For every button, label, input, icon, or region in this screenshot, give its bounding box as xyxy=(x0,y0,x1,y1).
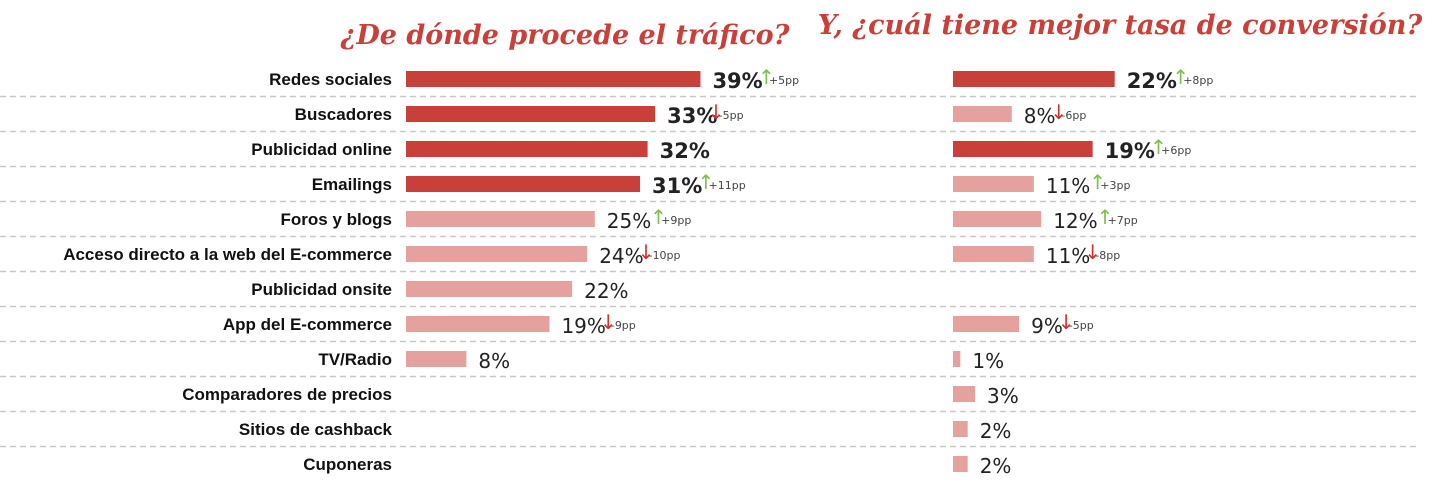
traffic-bar-foros-y-blogs xyxy=(406,211,595,227)
chart-title-conversion: Y, ¿cuál tiene mejor tasa de conversión? xyxy=(818,10,1424,41)
conversion-bar-publicidad-online xyxy=(953,141,1093,157)
category-label-publicidad-onsite: Publicidad onsite xyxy=(251,280,392,299)
traffic-change-label: +9pp xyxy=(661,214,691,227)
arrow-down-icon: ↓ xyxy=(1058,310,1075,334)
conversion-value-label: 2% xyxy=(980,454,1012,478)
traffic-bars: 39%↑+5pp33%↓-5pp32%31%↑+11pp25%↑+9pp24%↓… xyxy=(406,65,799,373)
traffic-bar-tv-radio xyxy=(406,351,467,367)
conversion-bar-app-del-e-commerce xyxy=(953,316,1020,332)
conversion-bar-sitios-de-cashback xyxy=(953,421,968,437)
chart-title-traffic: ¿De dónde procede el tráfico? xyxy=(340,20,791,51)
category-label-cuponeras: Cuponeras xyxy=(303,455,392,474)
row-separators xyxy=(0,95,1420,448)
arrow-up-icon: ↑ xyxy=(1150,135,1167,159)
conversion-value-label: 1% xyxy=(972,349,1004,373)
conversion-bars: 22%↑+8pp8%↓-6pp19%↑+6pp11%↑+3pp12%↑+7pp1… xyxy=(953,65,1213,478)
category-labels: Redes sociales Buscadores Publicidad onlin… xyxy=(63,70,392,474)
conversion-bar-emailings xyxy=(953,176,1034,192)
arrow-up-icon: ↑ xyxy=(650,205,667,229)
category-label-acceso-directo-a-la-web-del-e-commerce: Acceso directo a la web del E-commerce xyxy=(63,245,392,264)
traffic-value-label: 25% xyxy=(607,209,651,233)
arrow-down-icon: ↓ xyxy=(708,100,725,124)
conversion-change-label: +3pp xyxy=(1100,179,1130,192)
conversion-value-label: 12% xyxy=(1053,209,1097,233)
arrow-up-icon: ↑ xyxy=(758,65,775,89)
conversion-change-label: -8pp xyxy=(1095,249,1120,262)
category-label-foros-y-blogs: Foros y blogs xyxy=(281,210,392,229)
category-label-publicidad-online: Publicidad online xyxy=(251,140,392,159)
conversion-bar-redes-sociales xyxy=(953,71,1115,87)
conversion-value-label: 22% xyxy=(1127,69,1177,93)
conversion-change-label: +8pp xyxy=(1183,74,1213,87)
conversion-change-label: -6pp xyxy=(1061,109,1086,122)
traffic-bar-emailings xyxy=(406,176,641,192)
conversion-value-label: 8% xyxy=(1024,104,1056,128)
arrow-down-icon: ↓ xyxy=(1084,240,1101,264)
traffic-bar-buscadores xyxy=(406,106,656,122)
traffic-bar-redes-sociales xyxy=(406,71,701,87)
category-label-redes-sociales: Redes sociales xyxy=(269,70,392,89)
category-label-tv-radio: TV/Radio xyxy=(318,350,392,369)
category-label-emailings: Emailings xyxy=(312,175,392,194)
arrow-up-icon: ↑ xyxy=(1089,170,1106,194)
traffic-value-label: 8% xyxy=(478,349,510,373)
traffic-value-label: 19% xyxy=(561,314,605,338)
conversion-value-label: 9% xyxy=(1031,314,1063,338)
arrow-down-icon: ↓ xyxy=(600,310,617,334)
category-label-app-del-e-commerce: App del E-commerce xyxy=(223,315,392,334)
arrow-down-icon: ↓ xyxy=(1050,100,1067,124)
traffic-change-label: +11pp xyxy=(709,179,746,192)
conversion-bar-acceso-directo-a-la-web-del-e-commerce xyxy=(953,246,1034,262)
traffic-change-label: +5pp xyxy=(769,74,799,87)
traffic-bar-publicidad-online xyxy=(406,141,648,157)
traffic-value-label: 39% xyxy=(712,69,762,93)
conversion-change-label: +6pp xyxy=(1161,144,1191,157)
conversion-value-label: 11% xyxy=(1046,174,1090,198)
traffic-value-label: 31% xyxy=(652,174,702,198)
conversion-bar-cuponeras xyxy=(953,456,968,472)
conversion-bar-buscadores xyxy=(953,106,1012,122)
traffic-value-label: 32% xyxy=(660,139,710,163)
arrow-up-icon: ↑ xyxy=(698,170,715,194)
conversion-value-label: 11% xyxy=(1046,244,1090,268)
traffic-bar-app-del-e-commerce xyxy=(406,316,550,332)
traffic-bar-publicidad-onsite xyxy=(406,281,573,297)
category-label-sitios-de-cashback: Sitios de cashback xyxy=(239,420,393,439)
traffic-value-label: 24% xyxy=(599,244,643,268)
arrow-down-icon: ↓ xyxy=(638,240,655,264)
category-label-comparadores-de-precios: Comparadores de precios xyxy=(182,385,392,404)
conversion-change-label: +7pp xyxy=(1108,214,1138,227)
conversion-value-label: 3% xyxy=(987,384,1019,408)
conversion-value-label: 2% xyxy=(980,419,1012,443)
traffic-bar-acceso-directo-a-la-web-del-e-commerce xyxy=(406,246,588,262)
conversion-bar-foros-y-blogs xyxy=(953,211,1042,227)
arrow-up-icon: ↑ xyxy=(1097,205,1114,229)
conversion-bar-comparadores-de-precios xyxy=(953,386,976,402)
traffic-change-label: -9pp xyxy=(611,319,636,332)
conversion-bar-tv-radio xyxy=(953,351,961,367)
traffic-value-label: 33% xyxy=(667,104,717,128)
arrow-up-icon: ↑ xyxy=(1172,65,1189,89)
traffic-change-label: -10pp xyxy=(649,249,681,262)
conversion-change-label: -5pp xyxy=(1069,319,1094,332)
traffic-value-label: 22% xyxy=(584,279,628,303)
category-label-buscadores: Buscadores xyxy=(295,105,392,124)
traffic-change-label: -5pp xyxy=(719,109,744,122)
conversion-value-label: 19% xyxy=(1105,139,1155,163)
